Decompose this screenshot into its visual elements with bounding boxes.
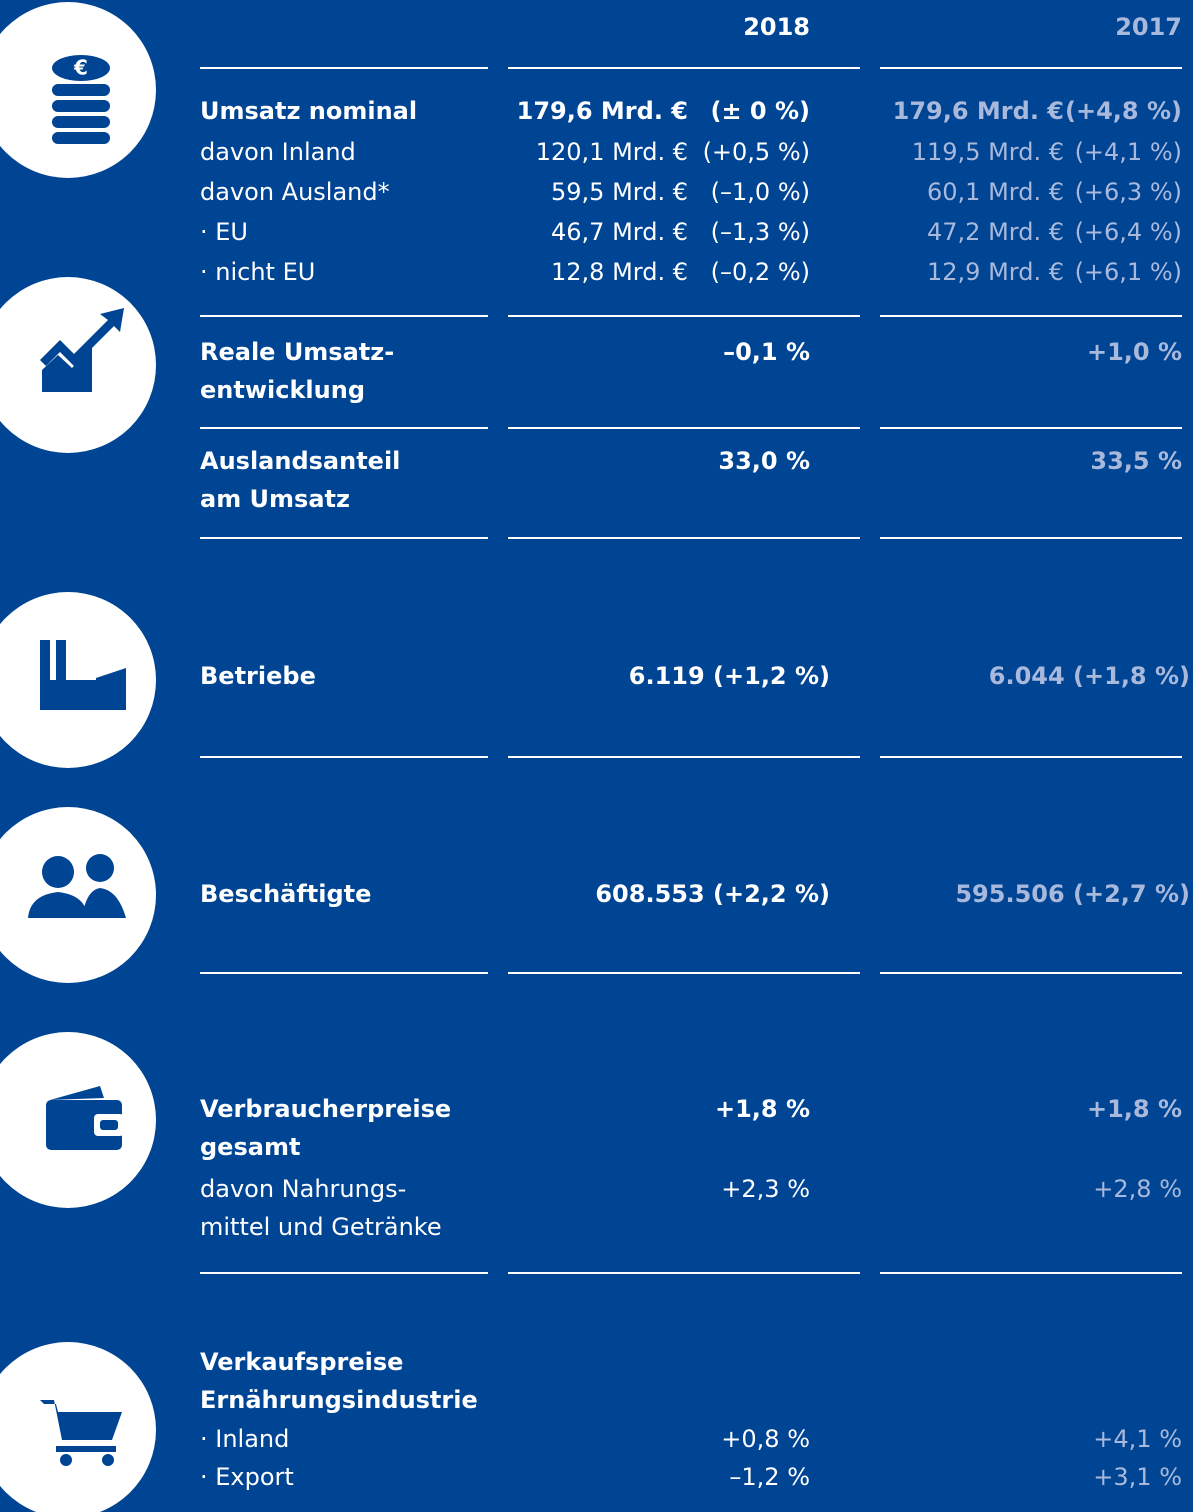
value-change: (± 0 %)	[710, 97, 810, 125]
row-label: · Export	[200, 1463, 294, 1491]
row-label: davon Inland	[200, 138, 356, 166]
value: +4,1 %	[1093, 1425, 1182, 1453]
value: 608.553 (+2,2 %)	[595, 880, 830, 908]
value: –0,1 %	[723, 338, 810, 366]
value: +3,1 %	[1093, 1463, 1182, 1491]
row-label: · EU	[200, 218, 248, 246]
value-change: (+4,1 %)	[1075, 138, 1182, 166]
value: +1,8 %	[1087, 1095, 1182, 1123]
value: +0,8 %	[721, 1425, 810, 1453]
value-change: (–1,0 %)	[711, 178, 810, 206]
value-amount: 179,6 Mrd. €	[893, 97, 1064, 125]
value-change: (–0,2 %)	[711, 258, 810, 286]
row-label: Betriebe	[200, 662, 316, 690]
value-amount: 47,2 Mrd. €	[927, 218, 1064, 246]
row-label: mittel und Getränke	[200, 1213, 442, 1241]
value: –1,2 %	[729, 1463, 810, 1491]
value-change: (+0,5 %)	[703, 138, 810, 166]
row-label: Auslandsanteil	[200, 447, 400, 475]
row-label: entwicklung	[200, 376, 365, 404]
row-label: Reale Umsatz-	[200, 338, 394, 366]
value-amount: 12,8 Mrd. €	[551, 258, 688, 286]
row-label: Beschäftigte	[200, 880, 371, 908]
value-amount: 60,1 Mrd. €	[927, 178, 1064, 206]
value-change: (–1,3 %)	[711, 218, 810, 246]
row-label: Umsatz nominal	[200, 97, 417, 125]
value: +1,8 %	[715, 1095, 810, 1123]
row-label: am Umsatz	[200, 485, 350, 513]
value-change: (+4,8 %)	[1065, 97, 1182, 125]
icons: €	[28, 55, 126, 1466]
row-label: gesamt	[200, 1133, 300, 1161]
value: +1,0 %	[1087, 338, 1182, 366]
value-change: (+6,4 %)	[1075, 218, 1182, 246]
value: 595.506 (+2,7 %)	[955, 880, 1190, 908]
value-amount: 46,7 Mrd. €	[551, 218, 688, 246]
row-label: davon Ausland*	[200, 178, 390, 206]
value-amount: 59,5 Mrd. €	[551, 178, 688, 206]
row-label: davon Nahrungs-	[200, 1175, 406, 1203]
value-change: (+6,3 %)	[1075, 178, 1182, 206]
value: 6.119 (+1,2 %)	[629, 662, 830, 690]
row-label: · Inland	[200, 1425, 289, 1453]
column-header: 2017	[1115, 13, 1182, 41]
row-label: · nicht EU	[200, 258, 315, 286]
value-amount: 119,5 Mrd. €	[912, 138, 1064, 166]
row-label: Ernährungsindustrie	[200, 1386, 478, 1414]
value: 6.044 (+1,8 %)	[989, 662, 1190, 690]
row-label: Verbraucherpreise	[200, 1095, 451, 1123]
value: 33,5 %	[1090, 447, 1182, 475]
svg-text:€: €	[73, 56, 88, 80]
value: +2,3 %	[721, 1175, 810, 1203]
value-amount: 120,1 Mrd. €	[536, 138, 688, 166]
value: +2,8 %	[1093, 1175, 1182, 1203]
value-amount: 12,9 Mrd. €	[927, 258, 1064, 286]
value-change: (+6,1 %)	[1075, 258, 1182, 286]
row-label: Verkaufspreise	[200, 1348, 403, 1376]
value: 33,0 %	[718, 447, 810, 475]
value-amount: 179,6 Mrd. €	[517, 97, 688, 125]
column-header: 2018	[743, 13, 810, 41]
